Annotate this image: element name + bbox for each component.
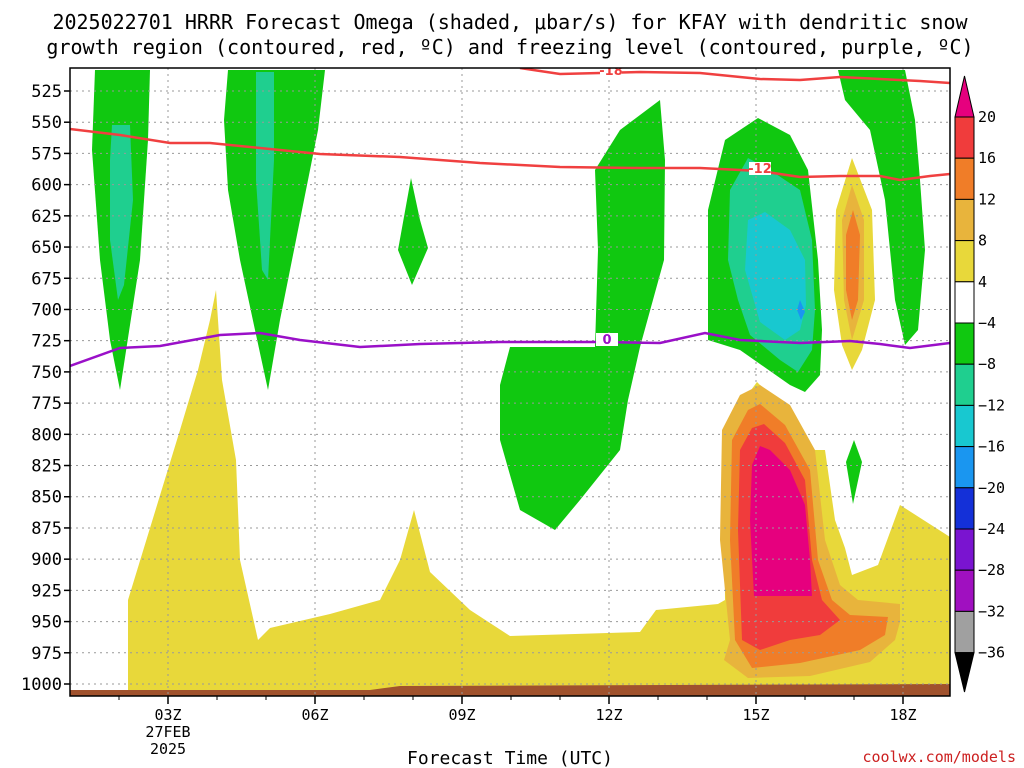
- plot-frame: [69, 67, 951, 697]
- colorbar-label: 8: [978, 232, 987, 250]
- colorbar-label: −16: [978, 438, 1005, 456]
- colorbar-bin: [954, 569, 975, 612]
- y-tick-label: 525: [31, 82, 62, 102]
- contour-lines: -18 -12 0: [70, 64, 950, 368]
- y-axis: 525 550 575 600 625 650 675 700 725 750 775 800 825 8…: [21, 82, 70, 695]
- x-tick-label: 06Z: [301, 706, 328, 724]
- y-tick-label: 950: [31, 613, 62, 633]
- ground-strip: [70, 684, 950, 696]
- contour-label-zero: 0: [602, 333, 611, 348]
- chart-title-line1: 2025022701 HRRR Forecast Omega (shaded, …: [52, 10, 968, 34]
- x-year-label: 2025: [150, 740, 186, 758]
- colorbar-label: 20: [978, 108, 996, 126]
- colorbar-label: 12: [978, 190, 996, 208]
- colorbar-bin: [954, 487, 975, 530]
- y-tick-label: 650: [31, 238, 62, 258]
- y-tick-label: 975: [31, 644, 62, 664]
- x-tick-label: 12Z: [595, 706, 622, 724]
- y-tick-label: 925: [31, 581, 62, 601]
- green-col-2: [224, 70, 325, 390]
- colorbar-label: −8: [978, 355, 996, 373]
- y-tick-label: 825: [31, 457, 62, 477]
- x-date-label: 27FEB: [145, 723, 190, 741]
- y-tick-label: 575: [31, 144, 62, 164]
- colorbar-label: 4: [978, 273, 987, 291]
- credit-text: coolwx.com/models: [862, 748, 1016, 766]
- colorbar-bin: [954, 528, 975, 571]
- y-tick-label: 700: [31, 300, 62, 320]
- contour-label-zero-bg: [596, 333, 618, 346]
- green-blob-12z: [500, 100, 665, 530]
- colorbar-label: −12: [978, 396, 1005, 414]
- contour-minus18: [519, 68, 950, 85]
- teal-col-1: [110, 125, 133, 300]
- y-tick-label: 1000: [21, 675, 62, 695]
- colorbar-bin: [954, 322, 975, 365]
- green-diamond-1: [398, 178, 428, 285]
- colorbar-bottom-arrow: [954, 652, 975, 693]
- colorbar-bin: [954, 446, 975, 489]
- blue-dot: [797, 300, 805, 320]
- omega-shading: [70, 70, 950, 696]
- y-tick-label: 625: [31, 207, 62, 227]
- grid-lines: [70, 68, 950, 696]
- colorbar-label: −28: [978, 561, 1005, 579]
- green-diamond-2: [846, 440, 862, 504]
- y-tick-label: 725: [31, 332, 62, 352]
- contour-label-minus12-bg: [749, 162, 771, 175]
- contour-label-minus12: -12: [748, 162, 772, 177]
- colorbar-top-arrow: [954, 75, 975, 118]
- chart-title-line2: growth region (contoured, red, ºC) and f…: [46, 35, 973, 59]
- colorbar-bin: [954, 198, 975, 242]
- colorbar-bin: [954, 240, 975, 283]
- x-axis: 03Z 06Z 09Z 12Z 15Z 18Z: [118, 696, 917, 724]
- colorbar-label: −32: [978, 602, 1005, 620]
- colorbar-label: −20: [978, 479, 1005, 497]
- y-tick-label: 675: [31, 269, 62, 289]
- teal-col-2: [256, 72, 274, 280]
- green-top-right: [838, 70, 925, 345]
- colorbar: 20 16 12 8 4 −4 −8 −12 −16 −20 −24 −28 −32 −36: [954, 75, 1005, 693]
- colorbar-label: −4: [978, 314, 996, 332]
- y-tick-label: 800: [31, 425, 62, 445]
- colorbar-label: −24: [978, 520, 1005, 538]
- y-tick-label: 875: [31, 519, 62, 539]
- y-tick-label: 750: [31, 363, 62, 383]
- colorbar-label: −36: [978, 644, 1005, 662]
- plot-area: -18 -12 0: [70, 64, 950, 696]
- y-tick-label: 850: [31, 488, 62, 508]
- colorbar-bin: [954, 610, 975, 654]
- x-axis-title: Forecast Time (UTC): [407, 748, 613, 768]
- y-tick-label: 550: [31, 113, 62, 133]
- magenta-region: [750, 446, 812, 596]
- colorbar-bin: [954, 363, 975, 406]
- colorbar-bin: [954, 281, 975, 324]
- x-tick-label: 09Z: [448, 706, 475, 724]
- orange-17z: [846, 210, 860, 320]
- y-tick-label: 600: [31, 176, 62, 196]
- contour-minus12: [70, 127, 950, 182]
- colorbar-bin: [954, 404, 975, 448]
- contour-label-minus18-bg: [600, 68, 622, 77]
- y-tick-label: 900: [31, 550, 62, 570]
- y-tick-label: 775: [31, 394, 62, 414]
- x-tick-label: 18Z: [889, 706, 916, 724]
- colorbar-bin: [954, 157, 975, 200]
- colorbar-label: 16: [978, 149, 996, 167]
- x-tick-label: 15Z: [742, 706, 769, 724]
- colorbar-bin: [954, 116, 975, 159]
- cyan-15z: [745, 212, 806, 340]
- contour-freezing-0: [70, 331, 950, 368]
- x-tick-label: 03Z: [154, 706, 181, 724]
- contour-label-minus18: -18: [599, 64, 623, 79]
